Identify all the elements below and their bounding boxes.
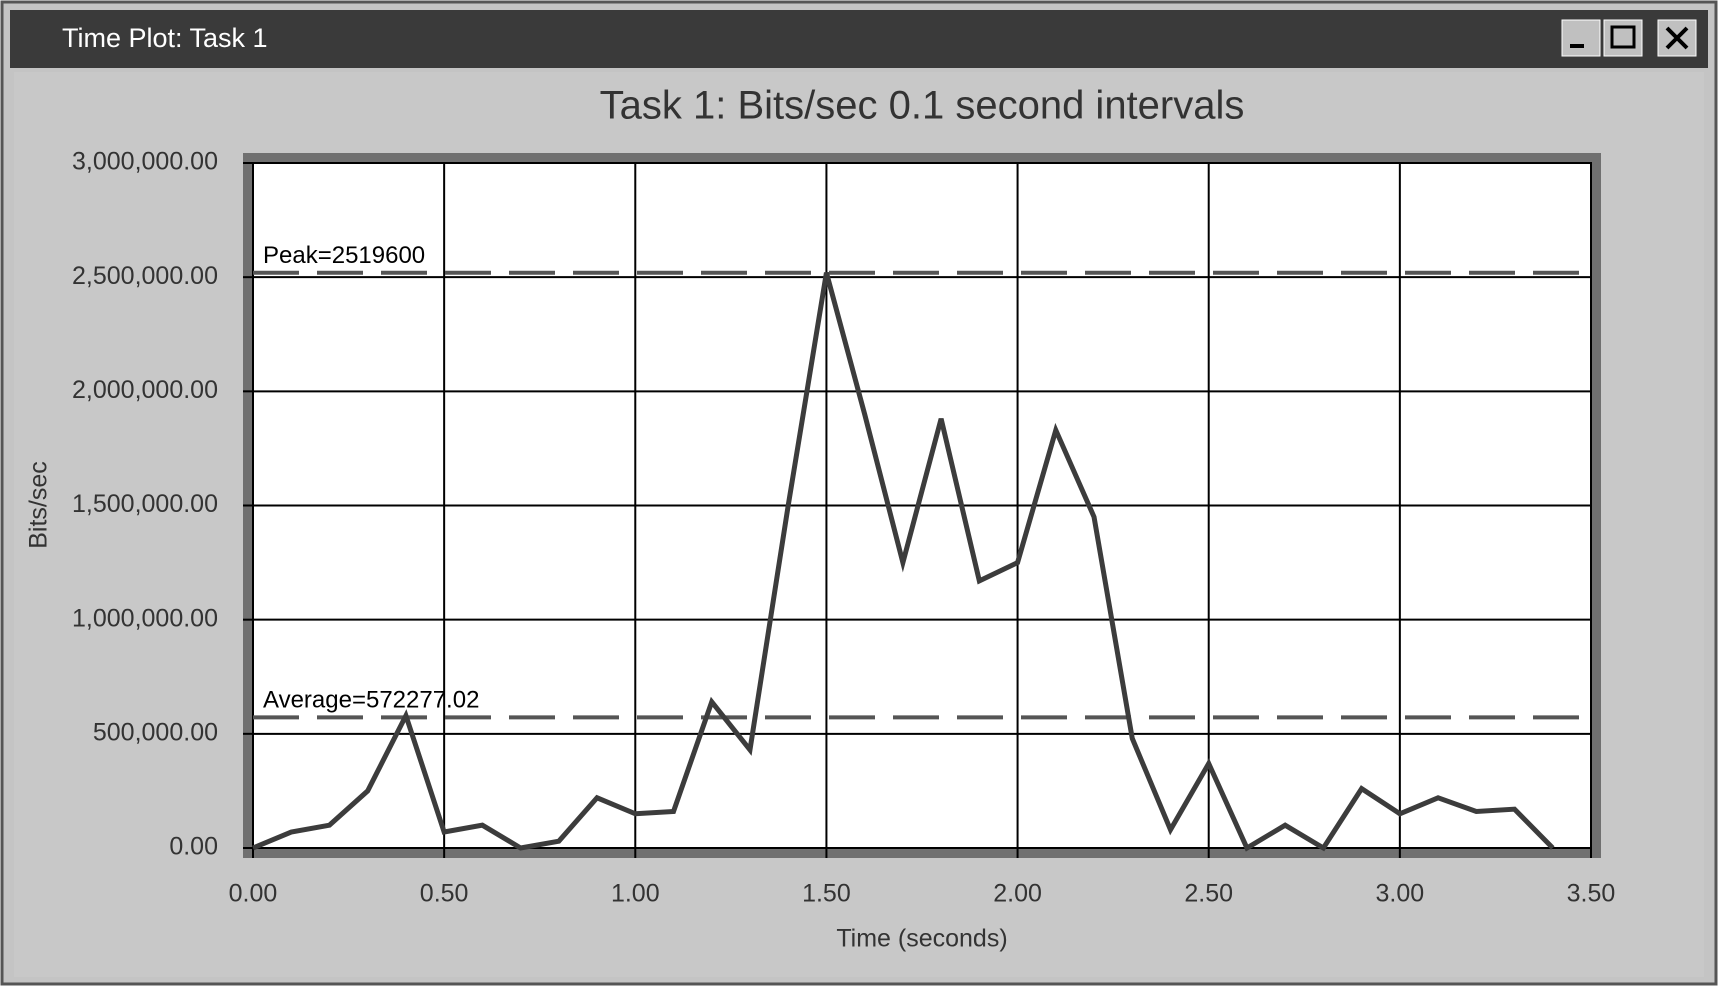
x-tick-label: 1.50 [802, 880, 851, 908]
x-tick-label: 0.00 [229, 880, 278, 908]
x-tick-label: 2.00 [993, 880, 1042, 908]
close-icon [1665, 26, 1689, 50]
y-axis-label: Bits/sec [25, 461, 53, 549]
x-tick-label: 3.50 [1567, 880, 1616, 908]
y-tick-label: 2,500,000.00 [72, 262, 218, 290]
y-tick-label: 500,000.00 [93, 718, 218, 746]
x-tick-label: 0.50 [420, 880, 469, 908]
minimize-icon [1570, 44, 1584, 48]
reference-label: Average=572277.02 [263, 687, 479, 714]
minimize-button[interactable] [1561, 19, 1601, 57]
maximize-button[interactable] [1603, 19, 1643, 57]
x-axis-label: Time (seconds) [836, 925, 1007, 953]
x-tick-label: 2.50 [1184, 880, 1233, 908]
y-tick-label: 2,000,000.00 [72, 376, 218, 404]
title-bar [10, 10, 1708, 68]
y-tick-label: 3,000,000.00 [72, 148, 218, 176]
y-tick-label: 1,500,000.00 [72, 490, 218, 518]
data-line [252, 272, 1555, 852]
y-tick-label: 1,000,000.00 [72, 604, 218, 632]
maximize-icon [1610, 25, 1636, 49]
y-tick-label: 0.00 [169, 833, 218, 861]
chart-title: Task 1: Bits/sec 0.1 second intervals [600, 84, 1245, 128]
x-tick-label: 3.00 [1376, 880, 1425, 908]
x-tick-label: 1.00 [611, 880, 660, 908]
window-title: Time Plot: Task 1 [62, 23, 268, 53]
reference-label: Peak=2519600 [263, 242, 425, 269]
window-buttons[interactable] [1561, 19, 1697, 57]
